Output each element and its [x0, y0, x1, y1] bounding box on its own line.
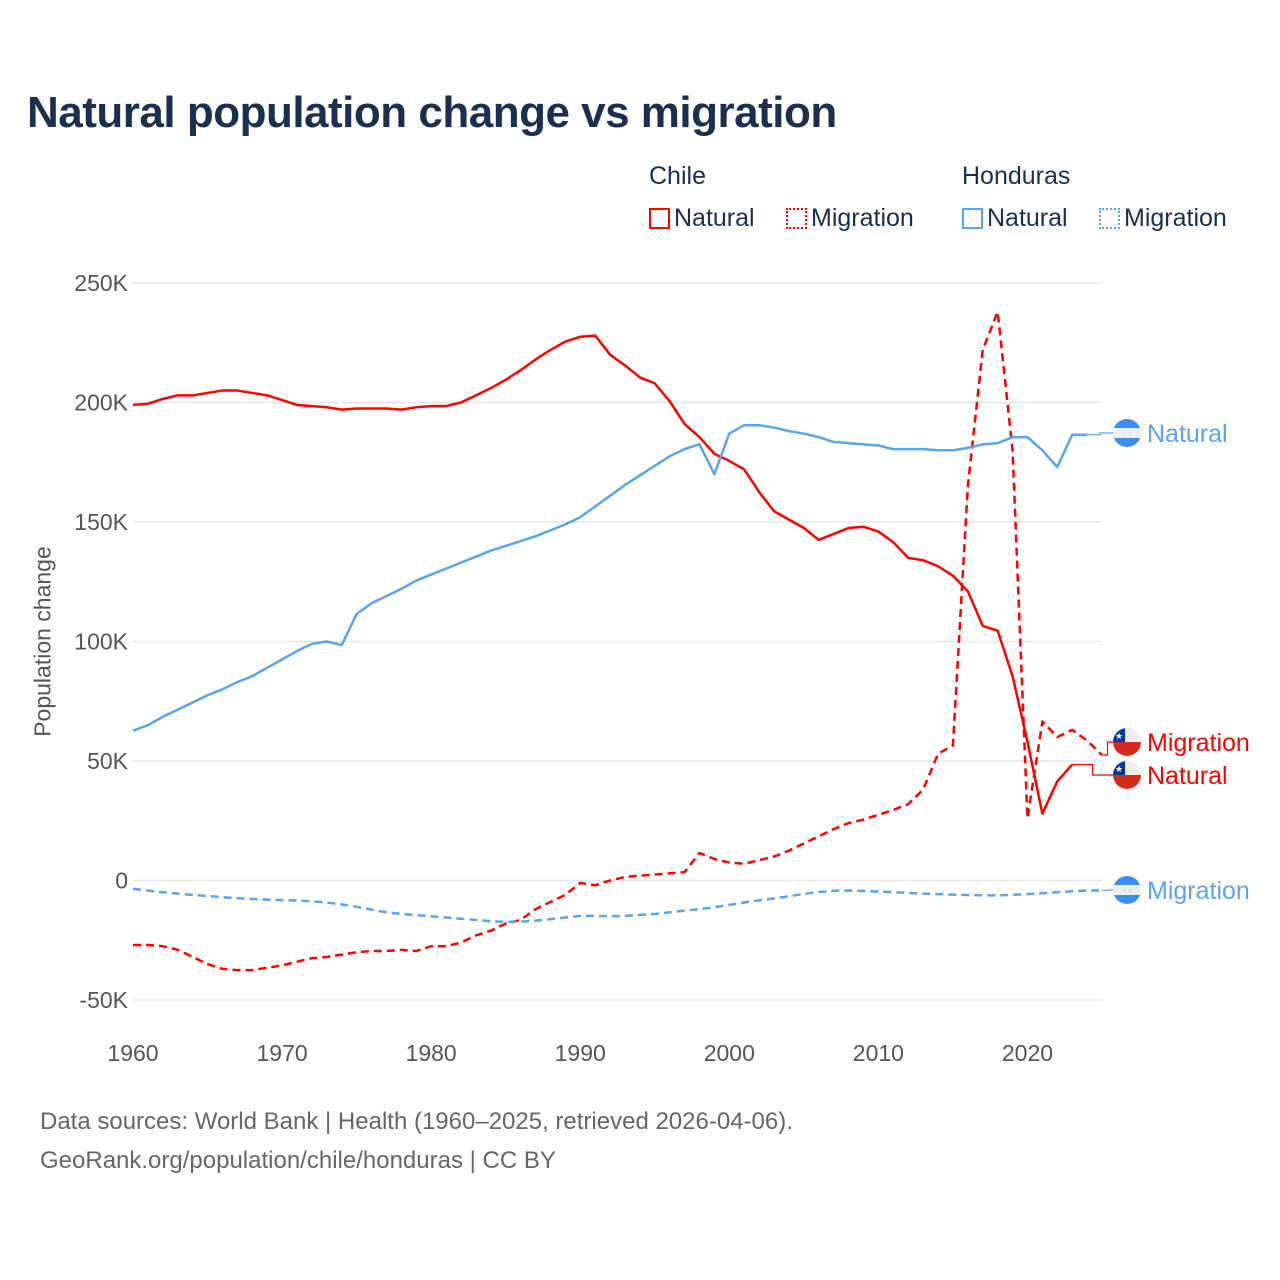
honduras-flag-icon: ⁖ ⁖ [1113, 876, 1141, 904]
chart-title: Natural population change vs migration [27, 88, 837, 137]
legend-swatch-dotted [786, 208, 807, 229]
legend-swatch-solid [649, 208, 670, 229]
legend-item-chile-natural[interactable]: Natural [649, 204, 755, 233]
x-tick-label: 1980 [406, 1040, 457, 1066]
legend-swatch-solid [962, 208, 983, 229]
svg-text:★: ★ [1115, 731, 1123, 741]
y-tick-label: -50K [79, 987, 128, 1013]
y-tick-label: 200K [74, 390, 128, 416]
chile-flag-icon: ★ [1113, 761, 1141, 789]
y-tick-label: 250K [74, 270, 128, 296]
y-tick-label: 100K [74, 629, 128, 655]
svg-text:⁖ ⁖: ⁖ ⁖ [1123, 889, 1132, 895]
label-connector [1102, 741, 1113, 756]
x-tick-label: 1970 [256, 1040, 307, 1066]
legend-label: Natural [987, 204, 1068, 232]
series-end-label: Natural [1147, 420, 1228, 448]
legend-group-title: Honduras [962, 162, 1071, 190]
x-tick-label: 1990 [555, 1040, 606, 1066]
label-connector [1072, 763, 1113, 776]
label-connector [1087, 432, 1113, 436]
series-line-chile-natural [132, 334, 1074, 815]
legend-item-honduras-natural[interactable]: Natural [962, 204, 1068, 233]
series-line-honduras-migration [132, 887, 1103, 924]
x-tick-label: 2010 [853, 1040, 904, 1066]
series-end-label: Natural [1147, 762, 1228, 790]
svg-text:★: ★ [1115, 764, 1123, 774]
x-tick-label: 2000 [704, 1040, 755, 1066]
honduras-flag-icon: ⁖ ⁖ [1113, 419, 1141, 447]
x-tick-label: 2020 [1002, 1040, 1053, 1066]
footer-sources: Data sources: World Bank | Health (1960–… [40, 1108, 793, 1135]
legend-item-chile-migration[interactable]: Migration [786, 204, 914, 233]
x-tick-label: 1960 [107, 1040, 158, 1066]
series-line-honduras-natural [132, 423, 1088, 732]
series-line-chile-migration [133, 310, 1103, 972]
y-tick-label: 150K [74, 509, 128, 535]
footer-credit[interactable]: GeoRank.org/population/chile/honduras | … [40, 1147, 556, 1174]
chile-flag-icon: ★ [1113, 728, 1141, 756]
legend-label: Migration [1124, 204, 1227, 232]
legend-group-honduras: Honduras Natural Migration [962, 162, 1227, 232]
legend-group-title: Chile [649, 162, 706, 190]
legend-swatch-dotted [1099, 208, 1120, 229]
legend-label: Migration [811, 204, 914, 232]
y-tick-label: 50K [87, 748, 129, 774]
series-end-label: Migration [1147, 877, 1250, 905]
legend-item-honduras-migration[interactable]: Migration [1099, 204, 1227, 233]
legend-group-chile: Chile Natural Migration [649, 162, 914, 232]
y-tick-label: 0 [115, 868, 128, 894]
svg-text:⁖ ⁖: ⁖ ⁖ [1123, 432, 1132, 438]
series-end-label: Migration [1147, 729, 1250, 757]
legend-label: Natural [674, 204, 755, 232]
